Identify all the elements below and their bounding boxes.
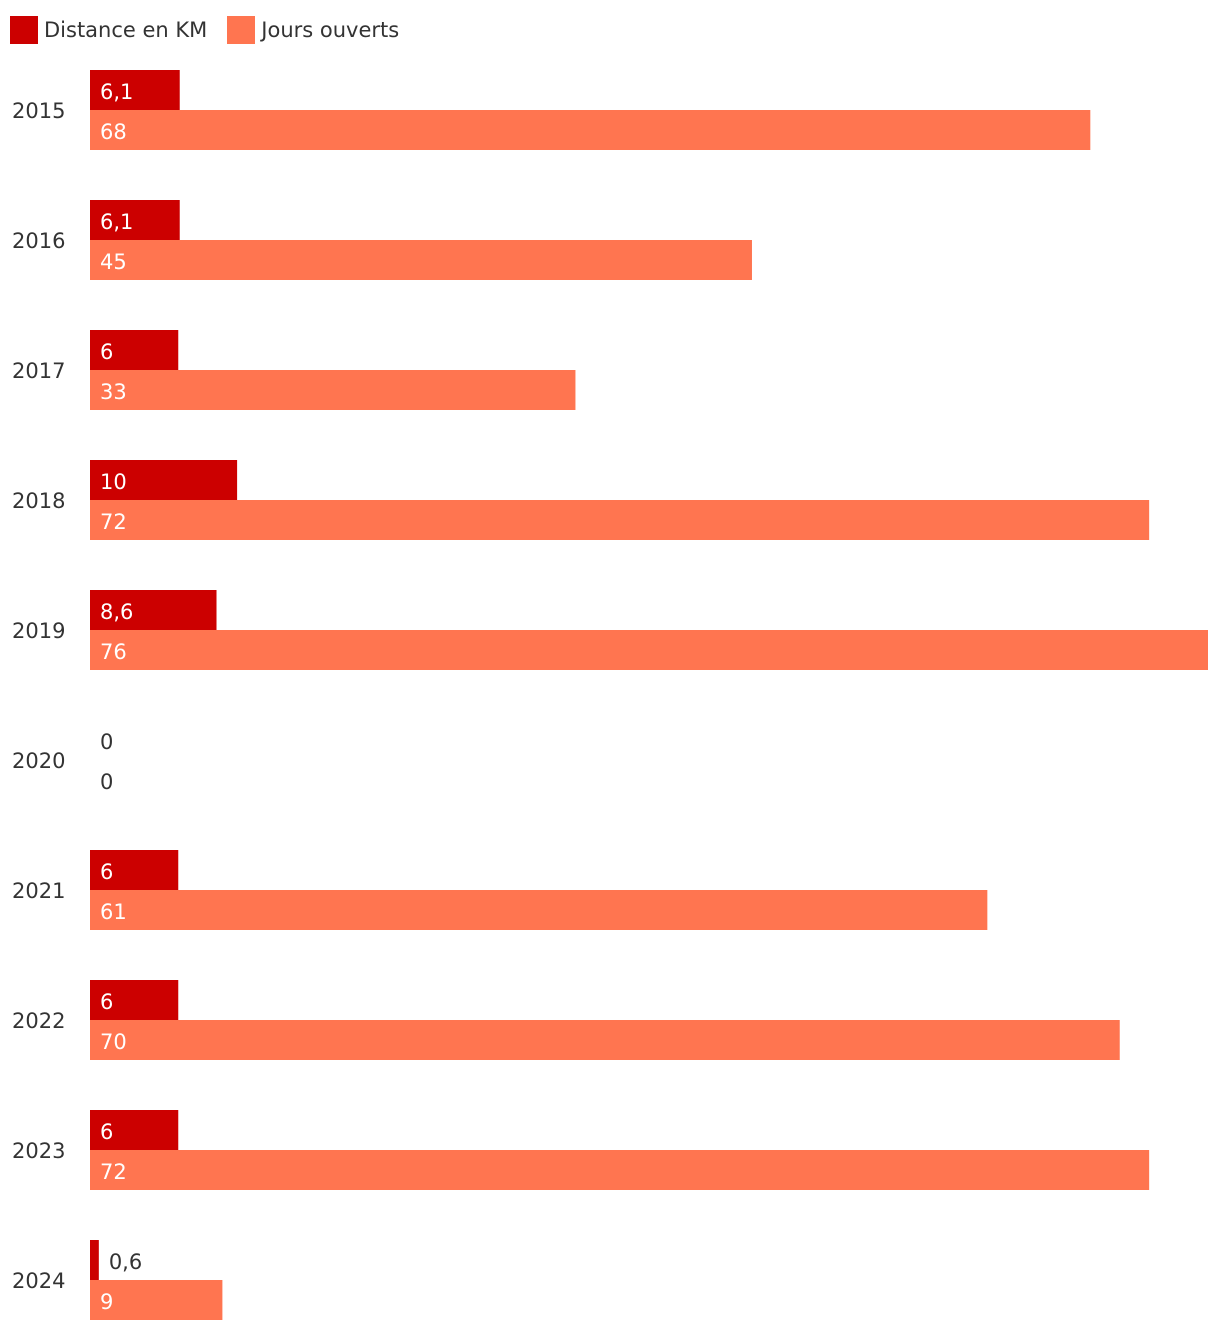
- bar-jours-2017[interactable]: [90, 370, 576, 410]
- value-label-distance-2021: 6: [100, 860, 113, 884]
- value-label-distance-2019: 8,6: [100, 600, 133, 624]
- bar-jours-2021[interactable]: [90, 890, 988, 930]
- bar-distance-2019[interactable]: [90, 590, 217, 630]
- legend-item-jours[interactable]: Jours ouverts: [227, 16, 399, 44]
- bar-jours-2023[interactable]: [90, 1150, 1150, 1190]
- category-label-2024: 2024: [12, 1269, 65, 1293]
- value-label-distance-2016: 6,1: [100, 210, 133, 234]
- bar-jours-2022[interactable]: [90, 1020, 1120, 1060]
- category-label-2021: 2021: [12, 879, 65, 903]
- bar-distance-2017[interactable]: [90, 330, 179, 370]
- bar-jours-2016[interactable]: [90, 240, 752, 280]
- category-label-2020: 2020: [12, 749, 65, 773]
- category-label-2017: 2017: [12, 359, 65, 383]
- value-label-distance-2017: 6: [100, 340, 113, 364]
- value-label-distance-2018: 10: [100, 470, 127, 494]
- category-label-2018: 2018: [12, 489, 65, 513]
- bar-jours-2018[interactable]: [90, 500, 1150, 540]
- bar-distance-2024[interactable]: [90, 1240, 99, 1280]
- category-label-2019: 2019: [12, 619, 65, 643]
- value-label-distance-2020: 0: [100, 730, 113, 754]
- bar-jours-2019[interactable]: [90, 630, 1208, 670]
- legend-label-distance: Distance en KM: [44, 18, 208, 42]
- chart-legend: Distance en KM Jours ouverts: [10, 16, 419, 44]
- legend-swatch-jours: [227, 16, 256, 44]
- value-label-distance-2024: 0,6: [109, 1250, 142, 1274]
- bar-distance-2022[interactable]: [90, 980, 179, 1020]
- value-label-jours-2015: 68: [100, 120, 127, 144]
- bar-distance-2016[interactable]: [90, 200, 180, 240]
- category-label-2016: 2016: [12, 229, 65, 253]
- category-label-2023: 2023: [12, 1139, 65, 1163]
- bar-distance-2018[interactable]: [90, 460, 238, 500]
- bar-distance-2023[interactable]: [90, 1110, 179, 1150]
- value-label-jours-2023: 72: [100, 1160, 127, 1184]
- value-label-distance-2022: 6: [100, 990, 113, 1014]
- bar-jours-2015[interactable]: [90, 110, 1091, 150]
- value-label-jours-2016: 45: [100, 250, 127, 274]
- legend-swatch-distance: [10, 16, 38, 44]
- category-label-2022: 2022: [12, 1009, 65, 1033]
- legend-label-jours: Jours ouverts: [261, 18, 400, 42]
- bar-distance-2021[interactable]: [90, 850, 179, 890]
- value-label-jours-2020: 0: [100, 770, 113, 794]
- category-label-2015: 2015: [12, 99, 65, 123]
- value-label-jours-2017: 33: [100, 380, 127, 404]
- value-label-jours-2019: 76: [100, 640, 127, 664]
- value-label-jours-2021: 61: [100, 900, 127, 924]
- legend-item-distance[interactable]: Distance en KM: [10, 16, 207, 44]
- value-label-distance-2015: 6,1: [100, 80, 133, 104]
- value-label-distance-2023: 6: [100, 1120, 113, 1144]
- value-label-jours-2024: 9: [100, 1290, 113, 1314]
- value-label-jours-2018: 72: [100, 510, 127, 534]
- value-label-jours-2022: 70: [100, 1030, 127, 1054]
- bar-distance-2015[interactable]: [90, 70, 180, 110]
- bar-jours-2024[interactable]: [90, 1280, 223, 1320]
